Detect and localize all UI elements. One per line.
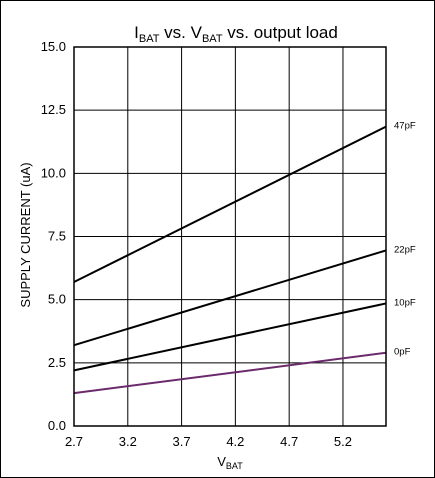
y-tick-label: 5.0 [48, 292, 66, 307]
y-tick-label: 0.0 [48, 418, 66, 433]
series-line-22pF [74, 250, 386, 345]
y-tick-label: 2.5 [48, 355, 66, 370]
grid [74, 47, 386, 426]
y-tick-label: 15.0 [41, 39, 66, 54]
y-axis-label: SUPPLY CURRENT (uA) [18, 162, 33, 307]
title-vs-v: vs. V [159, 23, 202, 42]
x-tick-label: 4.7 [280, 434, 298, 449]
x-tick-label: 4.2 [226, 434, 244, 449]
title-tail: vs. output load [223, 23, 338, 42]
x-axis-label: VBAT [217, 454, 243, 471]
series-labels: 47pF 22pF 10pF 0pF [394, 121, 416, 358]
y-tick-label: 7.5 [48, 229, 66, 244]
series-line-0pF [74, 353, 386, 393]
y-tick-label: 10.0 [41, 165, 66, 180]
title-sub-bat-2: BAT [202, 33, 223, 45]
x-tick-labels: 2.7 3.2 3.7 4.2 4.7 5.2 [65, 434, 352, 449]
y-tick-label: 12.5 [41, 102, 66, 117]
y-tick-labels: 0.0 2.5 5.0 7.5 10.0 12.5 15.0 [41, 39, 66, 433]
chart-title: IBAT vs. VBAT vs. output load [134, 23, 338, 45]
x-tick-label: 3.2 [119, 434, 137, 449]
x-axis-label-v: V [217, 454, 226, 469]
title-sub-bat: BAT [139, 33, 160, 45]
series-lines [74, 127, 386, 394]
x-tick-label: 2.7 [65, 434, 83, 449]
x-tick-label: 3.7 [173, 434, 191, 449]
series-label-22pF: 22pF [394, 244, 416, 255]
series-line-10pF [74, 303, 386, 370]
series-line-47pF [74, 127, 386, 282]
series-label-0pF: 0pF [394, 347, 411, 358]
series-label-47pF: 47pF [394, 121, 416, 132]
series-label-10pF: 10pF [394, 297, 416, 308]
x-axis-label-sub: BAT [226, 461, 243, 471]
x-tick-label: 5.2 [334, 434, 352, 449]
